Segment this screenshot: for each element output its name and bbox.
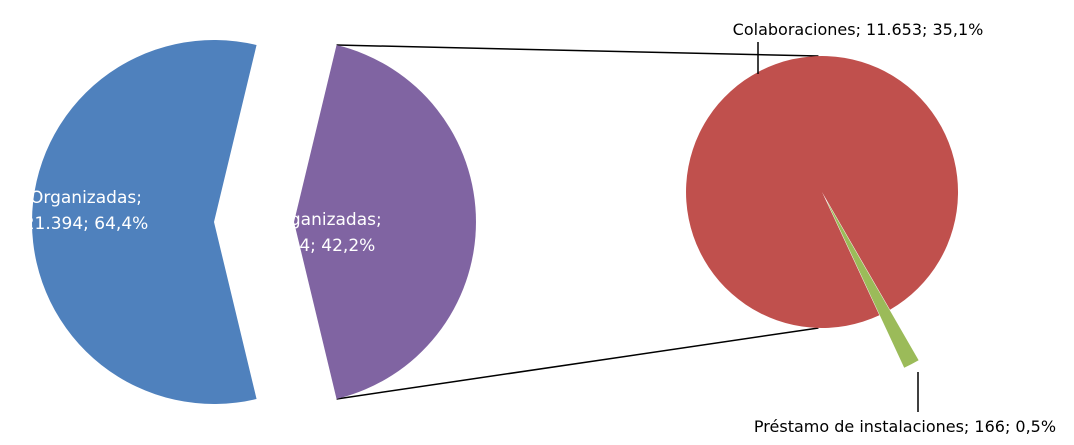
- data-labels: Organizadas; 21.394; 64,4% No organizadas;…: [24, 20, 1056, 436]
- label-no-organizadas-line-2: 15.804; 42,2%: [251, 236, 376, 256]
- label-colaboraciones: Colaboraciones; 11.653; 35,1%: [733, 20, 984, 39]
- slice-organizadas: [31, 39, 257, 405]
- slice-no-organizadas: [294, 45, 476, 399]
- main-pie: [31, 39, 476, 405]
- label-prestamo-instalaciones: Préstamo de instalaciones; 166; 0,5%: [754, 417, 1056, 436]
- connector-lines: [336, 44, 819, 400]
- label-no-organizadas-line-1: No organizadas;: [244, 210, 381, 230]
- connector-line-bottom: [336, 327, 819, 400]
- secondary-pie: [686, 55, 959, 368]
- slice-prestamo-instalaciones: [826, 200, 919, 368]
- slice-colaboraciones: [686, 55, 959, 328]
- connector-line-top: [336, 44, 819, 57]
- label-organizadas-line-2: 21.394; 64,4%: [24, 214, 149, 234]
- label-organizadas-line-1: Organizadas;: [30, 188, 142, 208]
